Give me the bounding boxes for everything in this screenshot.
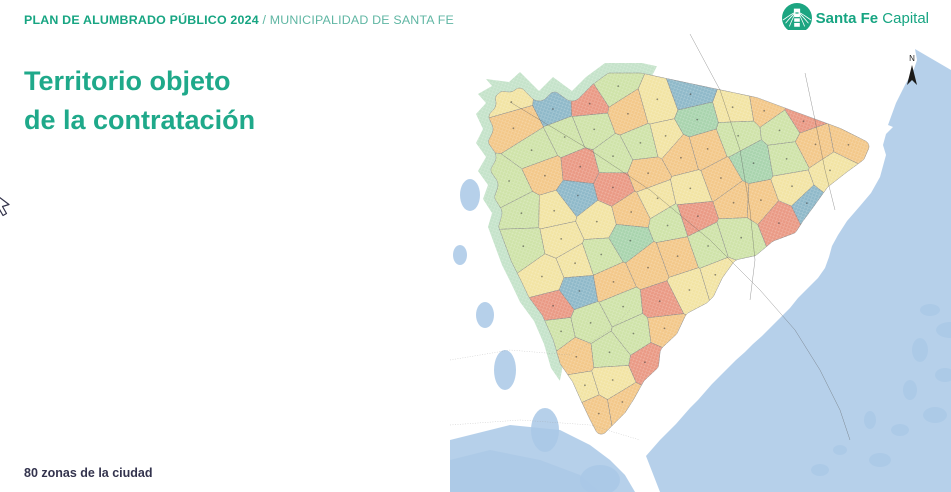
- svg-text:N: N: [909, 54, 915, 63]
